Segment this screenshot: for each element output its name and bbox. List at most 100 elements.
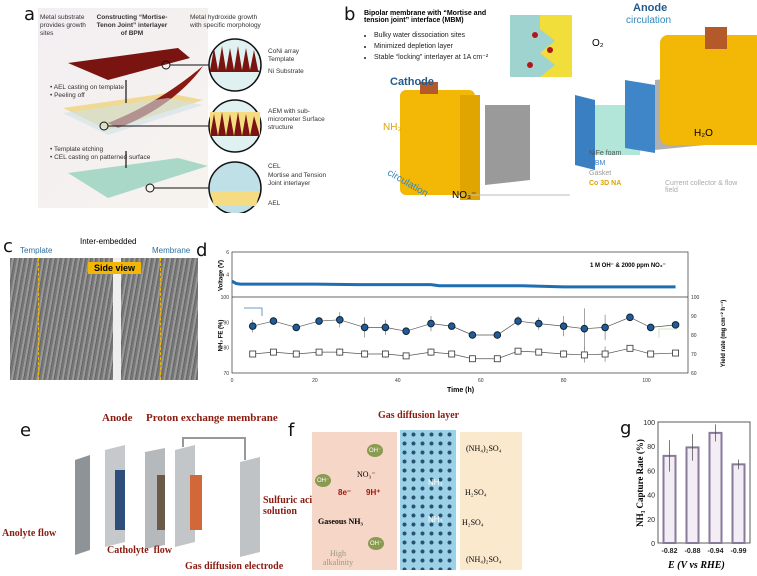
step2-item: AEL casting on template: [53, 84, 124, 91]
side-view-badge: Side view: [88, 262, 142, 274]
step3-item: CEL casting on patterned surface: [54, 154, 151, 161]
fe-point: [269, 317, 278, 325]
chart-d-fe-ylabel: NH₃ FE (%): [218, 319, 225, 352]
panel-g-label: g: [620, 418, 632, 439]
yield-point: [402, 352, 410, 360]
chart-d-annotation: 1 M OH⁻ & 2000 ppm NO₃⁻: [590, 263, 666, 269]
y-tick-label: 0: [651, 541, 655, 548]
nh3-label: NH₃: [383, 122, 402, 133]
fe-tick-label: 70: [223, 371, 229, 377]
embed-line-2: [160, 258, 161, 380]
panel-a-label: a: [24, 4, 36, 25]
fe-point: [671, 321, 680, 329]
catholyte-flow-label: Catholyte flow: [107, 545, 172, 556]
yield-point: [647, 350, 655, 358]
zoom-circle-3: [208, 161, 262, 213]
chart-g-xlabel: E (V vs RHE): [668, 560, 725, 571]
x-tick-label: 100: [642, 378, 651, 384]
nh3-label-f2: NH₃: [428, 515, 443, 524]
legend-mbm: MBM: [589, 160, 606, 167]
sem-gap: [113, 258, 121, 380]
salt-label-bottom: (NH₄)₂SO₄: [466, 555, 502, 564]
yield-tick-label: 80: [691, 333, 697, 339]
bullet-item: Bulky water dissociation sites: [374, 30, 488, 41]
yield-tick-label: 90: [691, 314, 697, 320]
gaseous-nh3-label: Gaseous NH₃: [318, 517, 363, 526]
yield-point: [381, 350, 389, 358]
yield-tick-label: 70: [691, 352, 697, 358]
x-tick-label: 80: [561, 378, 567, 384]
panel-a-left-note: Metal substrate provides growth sites: [40, 14, 86, 37]
xlabel-text: E (V vs RHE): [668, 560, 725, 571]
circle2-label: AEM with sub-micrometer Surface structur…: [268, 108, 325, 131]
step3-item: Template etching: [53, 146, 104, 153]
acid-region: [460, 432, 522, 570]
fe-point: [534, 319, 543, 328]
voltage-tick-label: 4: [226, 273, 229, 279]
zoom-circle-2: [208, 99, 262, 153]
yield-point: [469, 355, 476, 363]
proton-label: 9H⁺: [366, 488, 381, 497]
gde-label: Gas diffusion electrode: [185, 561, 284, 572]
h2so4-label-2: H₂SO₄: [462, 518, 484, 527]
pem-label: Proton exchange membrane: [146, 412, 278, 424]
yield-point: [514, 347, 522, 355]
fe-point: [493, 331, 502, 339]
fe-point: [447, 322, 456, 330]
bullet-item: Minimized depletion layer: [374, 41, 488, 52]
step2-item: Peeling off: [54, 92, 85, 99]
yield-point: [315, 348, 323, 356]
anode-label-e: Anode: [102, 412, 133, 424]
voltage-line: [231, 279, 676, 289]
o2-label: O₂: [592, 38, 604, 49]
x-tick-label: -0.99: [731, 548, 747, 555]
chart-d-voltage-ylabel: Voltage (V): [218, 260, 225, 291]
fe-tick-label: 100: [221, 295, 230, 301]
electron-label: 8e⁻: [338, 488, 352, 497]
yield-point: [535, 348, 543, 356]
yield-point: [493, 355, 501, 363]
panel-e-cell-illustration: [75, 437, 260, 557]
yield-point: [336, 348, 344, 356]
current-collector-left: [485, 105, 530, 185]
capture-rate-chart: 0 20 40 60 80 100 -0.82 -0.88 -0.94 -0.99: [643, 420, 751, 555]
nh3-label-f1: NH₃: [428, 478, 443, 487]
fe-tick-label: 90: [223, 320, 229, 326]
fe-point: [402, 327, 410, 335]
fe-point: [646, 323, 655, 332]
fe-point: [427, 319, 435, 328]
bpm-layer: [68, 158, 208, 198]
y-tick-label: 40: [647, 493, 655, 500]
circle3-label-cel: CEL: [268, 163, 281, 170]
anode-circulation-label: circulation: [626, 15, 672, 26]
yield-point: [626, 344, 634, 352]
oh-bubble: OH⁻: [367, 444, 384, 457]
x-tick-label: 20: [312, 378, 318, 384]
panel-f-label: f: [288, 420, 295, 441]
no3-label-f: NO₃⁻: [357, 470, 376, 479]
glass-layer: [63, 98, 203, 135]
bar: [685, 446, 700, 544]
fe-point: [292, 323, 301, 332]
anode-label: Anode: [633, 2, 668, 14]
yield-axis-arrow: [658, 328, 677, 338]
x-tick-label: 40: [395, 378, 401, 384]
circle3-label-joint: Mortise and Tension Joint interlayer: [268, 172, 327, 187]
chart-g-ylabel: NH₃ Capture Rate (%): [635, 439, 645, 527]
legend-gasket: Gasket: [589, 170, 612, 177]
gasket: [625, 80, 655, 153]
fe-point: [626, 313, 634, 322]
fe-point: [559, 322, 568, 330]
x-tick-label: 0: [231, 378, 234, 384]
cathode-label: Cathode: [390, 76, 434, 88]
template-label: Template: [20, 246, 53, 255]
gdl-label: Gas diffusion layer: [378, 410, 460, 421]
bar: [731, 463, 746, 544]
h2o-label: H₂O: [694, 128, 713, 139]
anolyte-flow-label: Anolyte flow: [2, 528, 57, 539]
legend-co3dna: Co 3D NA: [589, 180, 622, 187]
panel-b-title: Bipolar membrane with “Mortise and tensi…: [364, 10, 487, 24]
fe-point: [248, 322, 257, 330]
chart-d-xlabel: Time (h): [447, 387, 475, 394]
yield-point: [427, 348, 435, 356]
